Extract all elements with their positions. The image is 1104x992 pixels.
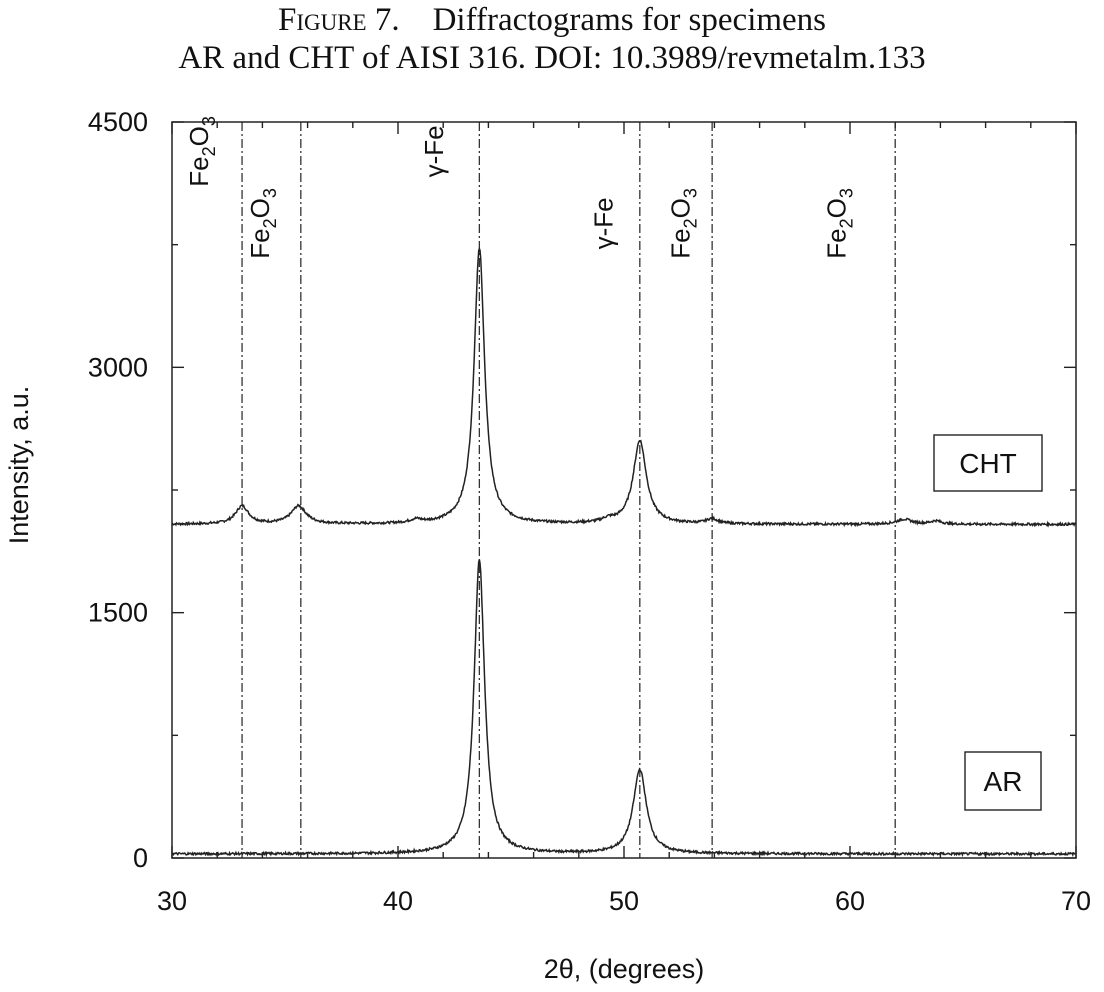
y-tick-label: 1500 [88, 598, 148, 628]
peak-label-5: Fe2O3 [822, 188, 857, 259]
figure-caption-line-1: Figure 7. Diffractograms for specimens [0, 0, 1104, 40]
peak-label-0: Fe2O3 [184, 116, 219, 187]
series-line-cht [171, 246, 1077, 528]
x-tick-label: 70 [1061, 886, 1091, 916]
y-axis-label: Intensity, a.u. [4, 386, 34, 545]
peak-label-2: γ-Fe [419, 125, 449, 177]
reference-lines [241, 122, 896, 858]
series-box-ar [964, 751, 1042, 811]
peak-label-4: Fe2O3 [666, 188, 701, 259]
figure-caption-title: Diffractograms for specimens [432, 2, 827, 38]
figure-number: Figure 7. [277, 2, 400, 38]
figure-caption-line-2: AR and CHT of AISI 316. DOI: 10.3989/rev… [178, 40, 926, 76]
y-tick-label: 4500 [88, 107, 148, 137]
series-lines [171, 246, 1077, 858]
series-box-label-ar: AR [984, 766, 1023, 797]
peak-label-1: Fe2O3 [245, 188, 280, 259]
x-tick-label: 30 [157, 886, 187, 916]
series-box-label-cht: CHT [959, 448, 1017, 479]
y-tick-label: 0 [133, 843, 148, 873]
axis-ticks [171, 121, 1077, 859]
x-tick-label: 50 [609, 886, 639, 916]
x-tick-label: 40 [383, 886, 413, 916]
series-box-cht [933, 434, 1043, 492]
series-line-ar [171, 559, 1077, 858]
series-label-boxes: CHT AR [933, 434, 1043, 811]
x-axis-label: 2θ, (degrees) [544, 954, 705, 984]
peak-label-3: γ-Fe [589, 197, 619, 249]
tick-labels: 30 40 50 60 70 0 1500 3000 4500 [88, 107, 1091, 916]
peak-labels: Fe2O3 Fe2O3 γ-Fe γ-Fe Fe2O3 Fe2O3 [184, 116, 856, 259]
y-tick-label: 3000 [88, 352, 148, 382]
x-tick-label: 60 [835, 886, 865, 916]
